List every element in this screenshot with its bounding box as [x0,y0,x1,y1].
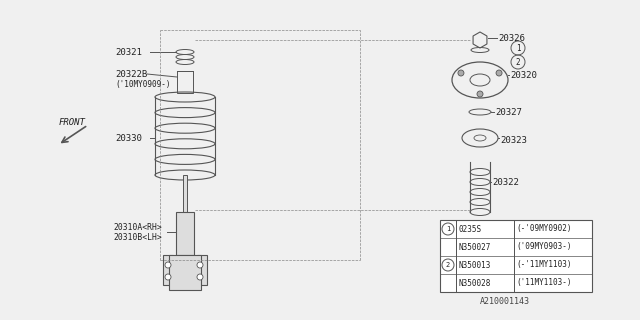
Text: 20327: 20327 [495,108,522,116]
Text: 1: 1 [446,226,450,232]
Circle shape [197,262,203,268]
Bar [163,255,173,285]
Bar [183,175,187,212]
Text: 0235S: 0235S [458,225,481,234]
Text: 20320: 20320 [510,70,537,79]
Circle shape [197,274,203,280]
Text: ('09MY0903-): ('09MY0903-) [516,243,572,252]
Text: 2: 2 [446,262,450,268]
Text: A210001143: A210001143 [480,298,530,307]
Text: 20310B<LH>: 20310B<LH> [113,233,162,242]
Text: (-'11MY1103): (-'11MY1103) [516,260,572,269]
Text: 20321: 20321 [115,47,142,57]
Bar [169,255,201,290]
Text: (-'09MY0902): (-'09MY0902) [516,225,572,234]
Bar [176,212,194,255]
Text: FRONT: FRONT [59,117,85,126]
Text: ('10MY0909-): ('10MY0909-) [115,79,170,89]
Text: 20326: 20326 [498,34,525,43]
Bar [197,255,207,285]
Text: 20322B: 20322B [115,69,147,78]
Text: N350028: N350028 [458,278,490,287]
Circle shape [165,274,171,280]
Text: N350013: N350013 [458,260,490,269]
Circle shape [165,262,171,268]
Text: 20310A<RH>: 20310A<RH> [113,223,162,233]
Text: 20323: 20323 [500,135,527,145]
Text: ('11MY1103-): ('11MY1103-) [516,278,572,287]
Text: 2: 2 [516,58,520,67]
Text: 1: 1 [516,44,520,52]
Text: N350027: N350027 [458,243,490,252]
Circle shape [496,70,502,76]
Bar [177,71,193,93]
Text: 20322: 20322 [492,178,519,187]
Bar [440,220,592,292]
Circle shape [477,91,483,97]
Circle shape [458,70,464,76]
Text: 20330: 20330 [115,133,142,142]
